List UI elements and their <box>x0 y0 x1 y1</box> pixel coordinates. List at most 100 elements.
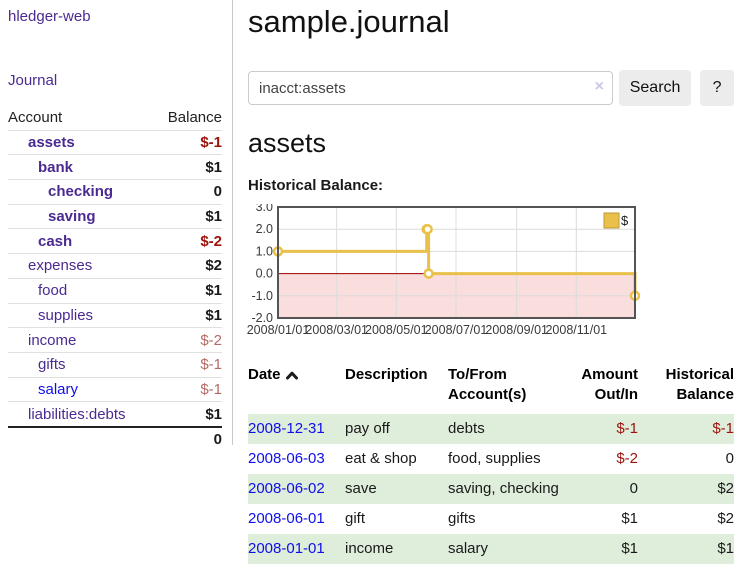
brand-link[interactable]: hledger-web <box>8 8 91 25</box>
search-bar: × Search ? <box>248 70 734 106</box>
svg-text:1.0: 1.0 <box>256 244 273 258</box>
sidebar-account-row: gifts $-1 <box>8 351 222 377</box>
transaction-date-link[interactable]: 2008-06-02 <box>248 480 325 497</box>
sidebar-item-journal[interactable]: Journal <box>8 72 58 89</box>
account-link[interactable]: liabilities:debts <box>28 405 126 423</box>
account-link[interactable]: gifts <box>38 356 66 374</box>
register-amount-cell: 0 <box>629 480 638 497</box>
sidebar-account-row: checking 0 <box>8 179 222 204</box>
transaction-date-link[interactable]: 2008-01-01 <box>248 540 325 557</box>
register-amount-cell: $1 <box>621 540 638 557</box>
register-balance-cell: $2 <box>717 510 734 527</box>
sidebar: hledger-web Journal Account Balance asse… <box>0 0 233 448</box>
transaction-date-link[interactable]: 2008-06-01 <box>248 510 325 527</box>
sidebar-account-row: expenses $2 <box>8 253 222 278</box>
account-column-header: Account <box>8 109 63 127</box>
svg-text:-2.0: -2.0 <box>251 311 273 325</box>
register-balance-cell: $1 <box>717 540 734 557</box>
accounts-table: Account Balance assets $-1 bank $1 checking 0… <box>8 106 222 452</box>
transaction-date-link[interactable]: 2008-06-03 <box>248 450 325 467</box>
register-date-cell[interactable]: 2008-06-02 <box>248 474 345 504</box>
svg-text:2.0: 2.0 <box>256 222 273 236</box>
register-row: 2008-12-31 pay off debts $-1 $-1 <box>248 414 734 444</box>
account-link[interactable]: assets <box>28 134 75 152</box>
search-button[interactable]: Search <box>619 70 692 106</box>
register-date-cell[interactable]: 2008-06-03 <box>248 444 345 474</box>
accounts-total-row: 0 <box>8 425 222 452</box>
chevron-up-icon <box>285 370 299 380</box>
register-accounts-cell: salary <box>448 540 489 557</box>
account-balance: $-1 <box>200 380 222 398</box>
register-amount-cell: $-2 <box>616 450 638 467</box>
register-description-cell: pay off <box>345 420 390 437</box>
account-link[interactable]: cash <box>38 232 73 250</box>
page-title: sample.journal <box>248 4 450 39</box>
account-balance: $2 <box>205 257 222 275</box>
register-header-amount: Amount Out/In <box>581 366 638 403</box>
register-date-cell[interactable]: 2008-12-31 <box>248 414 345 444</box>
register-header-balance: Historical Balance <box>665 366 734 403</box>
register-description-cell: save <box>345 480 377 497</box>
account-heading: assets <box>248 128 327 158</box>
register-accounts-cell: saving, checking <box>448 480 559 497</box>
help-button[interactable]: ? <box>700 70 734 106</box>
svg-text:-1.0: -1.0 <box>251 289 273 303</box>
sidebar-account-row: liabilities:debts $1 <box>8 401 222 426</box>
account-balance: $-1 <box>200 356 222 374</box>
account-balance: $-1 <box>200 134 222 152</box>
register-date-cell[interactable]: 2008-01-01 <box>248 534 345 564</box>
account-balance: $1 <box>205 208 222 226</box>
register-balance-cell: $2 <box>717 480 734 497</box>
svg-text:3.0: 3.0 <box>256 204 273 214</box>
register-accounts-cell: food, supplies <box>448 450 541 467</box>
clear-search-icon[interactable]: × <box>594 78 604 95</box>
account-link[interactable]: income <box>28 331 77 349</box>
sidebar-account-row: bank $1 <box>8 154 222 179</box>
account-link[interactable]: food <box>38 282 68 300</box>
register-amount-cell: $1 <box>621 510 638 527</box>
account-link[interactable]: saving <box>48 208 96 226</box>
register-description-cell: income <box>345 540 394 557</box>
sidebar-account-row: salary $-1 <box>8 376 222 402</box>
register-balance-cell: 0 <box>725 450 734 467</box>
account-link[interactable]: expenses <box>28 257 93 275</box>
accounts-rows: assets $-1 bank $1 checking 0 saving $1 cash $-2 e… <box>8 129 222 426</box>
register-table: Date Description To/From Account(s) Amou… <box>248 360 734 564</box>
account-link[interactable]: checking <box>48 183 114 201</box>
sidebar-account-row: cash $-2 <box>8 228 222 253</box>
register-amount-cell: $-1 <box>616 420 638 437</box>
sidebar-account-row: assets $-1 <box>8 129 222 155</box>
account-link[interactable]: supplies <box>38 306 94 324</box>
register-date-cell[interactable]: 2008-06-01 <box>248 504 345 534</box>
historical-balance-chart[interactable]: $3.0 2.0 1.0 0.0 -1.0 -2.0 2008/01/01 2008/03/0… <box>242 204 734 340</box>
register-accounts-cell: gifts <box>448 510 476 527</box>
search-input[interactable] <box>248 71 613 105</box>
register-header: Date Description To/From Account(s) Amou… <box>248 360 734 410</box>
account-link[interactable]: bank <box>38 158 74 176</box>
search-field-wrap: × <box>248 71 613 105</box>
svg-text:0.0: 0.0 <box>256 267 273 281</box>
account-balance: $1 <box>205 158 222 176</box>
sidebar-account-row: supplies $1 <box>8 302 222 328</box>
account-balance: $1 <box>205 306 222 324</box>
svg-text:2008/01/01: 2008/01/01 <box>247 323 310 337</box>
register-row: 2008-06-03 eat & shop food, supplies $-2 0 <box>248 444 734 474</box>
register-description-cell: eat & shop <box>345 450 417 467</box>
chart-svg: $3.0 2.0 1.0 0.0 -1.0 -2.02008/01/012008/03/0… <box>247 204 641 337</box>
register-row: 2008-01-01 income salary $1 $1 <box>248 534 734 564</box>
balance-column-header: Balance <box>167 109 222 127</box>
svg-text:2008/11/01: 2008/11/01 <box>545 323 607 337</box>
register-rows: 2008-12-31 pay off debts $-1 $-1 2008-06-03 ea… <box>248 414 734 564</box>
svg-text:2008/03/01: 2008/03/01 <box>305 323 368 337</box>
page: hledger-web Journal Account Balance asse… <box>0 0 734 564</box>
account-link[interactable]: salary <box>38 380 79 398</box>
sidebar-account-row: food $1 <box>8 277 222 303</box>
account-balance: 0 <box>213 183 222 201</box>
svg-text:$: $ <box>621 213 629 228</box>
register-header-description: Description <box>345 366 428 383</box>
transaction-date-link[interactable]: 2008-12-31 <box>248 420 325 437</box>
svg-text:2008/07/01: 2008/07/01 <box>425 323 488 337</box>
register-header-date[interactable]: Date <box>248 360 345 410</box>
register-accounts-cell: debts <box>448 420 485 437</box>
svg-text:2008/09/01: 2008/09/01 <box>485 323 548 337</box>
